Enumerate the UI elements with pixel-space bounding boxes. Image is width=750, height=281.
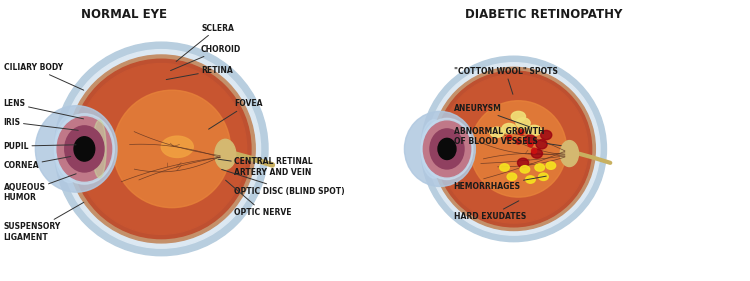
Text: SCLERA: SCLERA xyxy=(176,24,234,62)
Ellipse shape xyxy=(214,139,236,169)
Ellipse shape xyxy=(506,135,512,140)
Ellipse shape xyxy=(500,164,509,171)
Ellipse shape xyxy=(55,114,114,184)
Ellipse shape xyxy=(546,162,556,169)
Text: OPTIC DISC (BLIND SPOT): OPTIC DISC (BLIND SPOT) xyxy=(222,169,344,196)
Ellipse shape xyxy=(538,173,548,180)
Ellipse shape xyxy=(490,127,504,137)
Text: OPTIC NERVE: OPTIC NERVE xyxy=(226,180,292,217)
Ellipse shape xyxy=(527,125,542,135)
Text: NORMAL EYE: NORMAL EYE xyxy=(81,8,166,21)
Ellipse shape xyxy=(92,120,106,178)
Ellipse shape xyxy=(55,42,268,256)
Text: CHOROID: CHOROID xyxy=(170,45,242,71)
Ellipse shape xyxy=(71,59,251,239)
Ellipse shape xyxy=(436,71,592,227)
Ellipse shape xyxy=(421,56,607,242)
Text: PUPIL: PUPIL xyxy=(4,142,76,151)
Ellipse shape xyxy=(427,63,600,235)
Ellipse shape xyxy=(113,90,231,208)
Ellipse shape xyxy=(62,50,260,248)
Text: AQUEOUS
HUMOR: AQUEOUS HUMOR xyxy=(4,174,76,202)
Ellipse shape xyxy=(526,176,536,183)
Text: CILIARY BODY: CILIARY BODY xyxy=(4,63,84,90)
Ellipse shape xyxy=(404,111,476,187)
Text: FOVEA: FOVEA xyxy=(209,99,262,129)
Ellipse shape xyxy=(421,120,447,178)
Ellipse shape xyxy=(68,55,255,243)
Text: HEMORRHAGES: HEMORRHAGES xyxy=(454,176,546,191)
Ellipse shape xyxy=(560,140,578,167)
Ellipse shape xyxy=(64,126,104,172)
Ellipse shape xyxy=(440,75,588,223)
Ellipse shape xyxy=(531,149,542,158)
Text: HARD EXUDATES: HARD EXUDATES xyxy=(454,201,526,221)
Ellipse shape xyxy=(430,129,464,169)
Text: ANEURYSM: ANEURYSM xyxy=(454,104,530,127)
Text: SUSPENSORY
LIGAMENT: SUSPENSORY LIGAMENT xyxy=(4,202,84,242)
Ellipse shape xyxy=(518,158,529,167)
Ellipse shape xyxy=(470,101,566,197)
Ellipse shape xyxy=(520,166,530,173)
Ellipse shape xyxy=(423,121,471,177)
Ellipse shape xyxy=(57,117,112,181)
Ellipse shape xyxy=(55,115,84,183)
Text: RETINA: RETINA xyxy=(166,66,232,80)
Ellipse shape xyxy=(502,123,516,134)
Ellipse shape xyxy=(432,67,596,230)
Text: CENTRAL RETINAL
ARTERY AND VEIN: CENTRAL RETINAL ARTERY AND VEIN xyxy=(218,157,313,177)
Ellipse shape xyxy=(518,130,524,135)
Ellipse shape xyxy=(512,111,526,122)
Text: "COTTON WOOL" SPOTS: "COTTON WOOL" SPOTS xyxy=(454,67,557,94)
Ellipse shape xyxy=(536,140,548,149)
Ellipse shape xyxy=(507,173,517,180)
Text: LENS: LENS xyxy=(4,99,83,119)
Ellipse shape xyxy=(76,64,247,234)
Ellipse shape xyxy=(161,136,194,157)
Ellipse shape xyxy=(532,148,537,153)
Ellipse shape xyxy=(35,106,117,192)
Ellipse shape xyxy=(438,138,456,160)
Ellipse shape xyxy=(516,139,521,144)
Text: ABNORMAL GROWTH
OF BLOOD VESSELS: ABNORMAL GROWTH OF BLOOD VESSELS xyxy=(454,126,561,146)
Ellipse shape xyxy=(74,137,94,161)
Ellipse shape xyxy=(525,135,536,144)
Ellipse shape xyxy=(421,118,473,180)
Ellipse shape xyxy=(528,142,533,147)
Text: DIABETIC RETINOPATHY: DIABETIC RETINOPATHY xyxy=(465,8,622,21)
Text: CORNEA: CORNEA xyxy=(4,157,70,170)
Text: IRIS: IRIS xyxy=(4,118,78,130)
Ellipse shape xyxy=(535,164,544,171)
Ellipse shape xyxy=(541,130,552,140)
Ellipse shape xyxy=(516,118,530,128)
